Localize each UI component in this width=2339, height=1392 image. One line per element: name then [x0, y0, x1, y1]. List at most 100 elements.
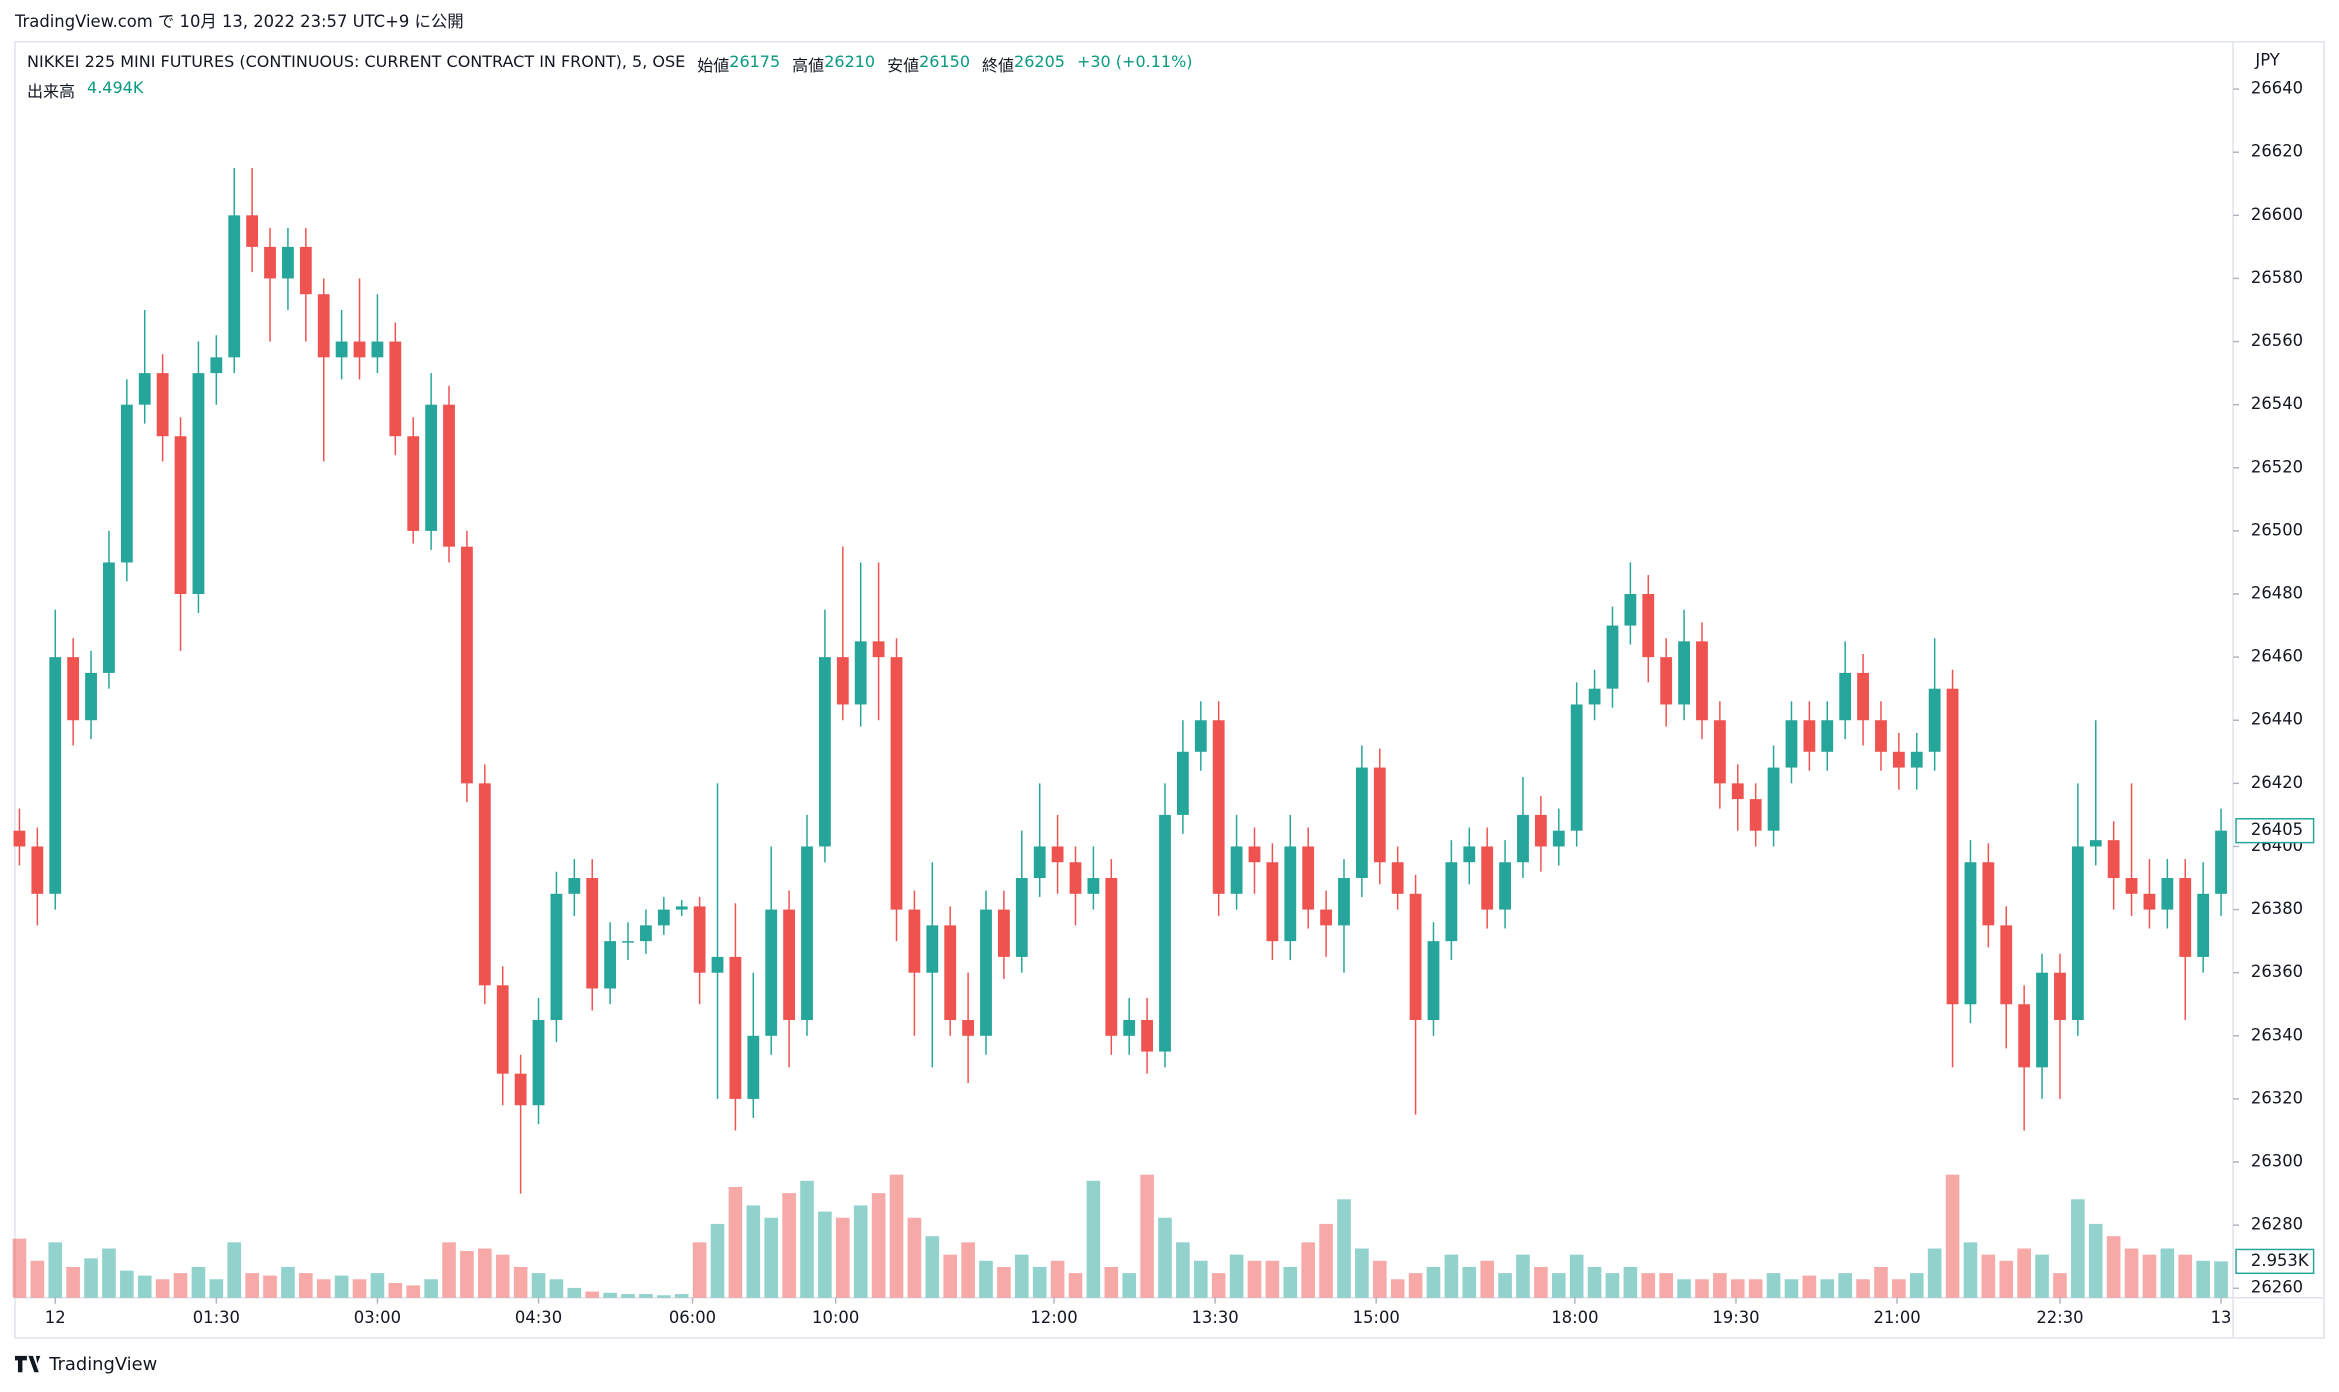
candle-body	[2125, 878, 2138, 894]
volume-bar	[1927, 1248, 1942, 1298]
y-tick-label: 26420	[2251, 773, 2303, 792]
candle-body	[1606, 625, 1619, 689]
volume-bar	[1229, 1254, 1244, 1298]
candle-body	[389, 341, 402, 437]
candle-body	[1552, 830, 1565, 847]
volume-bar	[424, 1279, 438, 1298]
candle-body	[801, 846, 813, 1021]
candle-body	[2018, 1004, 2031, 1068]
volume-bar	[943, 1254, 958, 1298]
volume-bar	[907, 1217, 922, 1298]
candle-body	[138, 373, 151, 405]
volume-bar	[1551, 1273, 1566, 1298]
candle-body	[550, 893, 563, 1021]
x-tick-label: 19:30	[1712, 1308, 1759, 1327]
candle-body	[1875, 720, 1887, 752]
volume-bar	[1802, 1275, 1817, 1298]
volume-bar	[2124, 1248, 2139, 1298]
candle-body	[1230, 846, 1243, 894]
volume-bar	[1444, 1254, 1459, 1298]
candle-body	[1713, 720, 1726, 784]
candle-body	[926, 925, 939, 973]
candle-body	[1141, 1020, 1154, 1052]
symbol-title: NIKKEI 225 MINI FUTURES (CONTINUOUS: CUR…	[27, 52, 686, 71]
footer-logo: TradingView	[48, 1354, 157, 1375]
candle-body	[997, 909, 1010, 957]
candle-body	[980, 909, 992, 1036]
candle-body	[478, 783, 491, 986]
candle-body	[461, 546, 473, 784]
volume-bar	[442, 1242, 456, 1298]
volume-bar	[120, 1270, 134, 1298]
volume-bar	[585, 1291, 600, 1298]
candle-body	[335, 341, 348, 358]
volume-bar	[495, 1254, 510, 1298]
volume-bar	[2071, 1199, 2085, 1298]
volume-bar	[281, 1266, 295, 1298]
candle-body	[908, 909, 921, 973]
volume-bar	[1301, 1242, 1315, 1298]
candle-body	[962, 1020, 975, 1036]
x-tick-label: 04:30	[515, 1308, 562, 1327]
candle-body	[1678, 641, 1690, 705]
y-tick-label: 26280	[2251, 1215, 2303, 1234]
candle-body	[1946, 688, 1959, 1005]
volume-bar	[674, 1294, 689, 1298]
candle-body	[2197, 893, 2210, 957]
candle-body	[1302, 846, 1315, 910]
candle-body	[1534, 814, 1547, 847]
volume-bar	[1104, 1266, 1119, 1298]
volume-bar	[1534, 1266, 1548, 1298]
volume-bar	[1014, 1254, 1029, 1298]
candle-body	[1051, 846, 1064, 863]
volume-bar	[370, 1273, 385, 1298]
last-volume-label: 2.953K	[2251, 1251, 2310, 1270]
volume-bar	[1408, 1273, 1423, 1298]
volume-bar	[2196, 1260, 2210, 1298]
volume-bar	[1355, 1248, 1369, 1298]
candle-body	[622, 941, 634, 943]
candle-body	[443, 404, 455, 547]
volume-value: 4.494K	[87, 78, 144, 97]
volume-bar	[1963, 1242, 1978, 1298]
volume-bar	[1086, 1180, 1101, 1298]
x-tick-label: 12	[45, 1308, 66, 1327]
y-tick-label: 26460	[2251, 647, 2303, 666]
candle-body	[2107, 840, 2120, 879]
volume-bar	[782, 1193, 796, 1298]
volume-bar	[1623, 1266, 1638, 1298]
volume-bar	[1283, 1266, 1298, 1298]
volume-bar	[1874, 1266, 1888, 1298]
candle-body	[1660, 657, 1673, 705]
volume-bar	[2160, 1248, 2175, 1298]
candle-body	[604, 941, 617, 989]
volume-bar	[227, 1242, 242, 1298]
volume-bar	[1820, 1279, 1835, 1298]
candle-body	[1248, 846, 1261, 863]
volume-bar	[1695, 1279, 1709, 1298]
volume-bar	[48, 1242, 63, 1298]
y-tick-label: 26600	[2251, 205, 2303, 224]
candle-body	[156, 373, 169, 437]
candle-body	[1642, 594, 1655, 658]
volume-bar	[1211, 1273, 1226, 1298]
volume-bar	[1068, 1273, 1083, 1298]
candle-body	[2143, 893, 2156, 910]
volume-legend: 出来高 4.494K	[27, 78, 143, 102]
volume-bar	[2035, 1254, 2049, 1298]
y-tick-label: 26620	[2251, 142, 2303, 161]
y-tick-label: 26560	[2251, 331, 2303, 350]
candle-body	[836, 657, 849, 705]
x-tick-label: 06:00	[669, 1308, 716, 1327]
volume-bar	[460, 1250, 474, 1298]
candle-body	[1785, 720, 1798, 768]
candle-body	[1427, 941, 1440, 1021]
high-value: 26210	[824, 52, 876, 71]
volume-bar	[1337, 1199, 1351, 1298]
candle-body	[1159, 814, 1171, 1052]
volume-bar	[1498, 1273, 1512, 1298]
volume-bar	[155, 1279, 170, 1298]
candle-body	[2179, 878, 2192, 957]
candle-body	[1821, 720, 1834, 752]
candle-body	[1928, 688, 1941, 752]
